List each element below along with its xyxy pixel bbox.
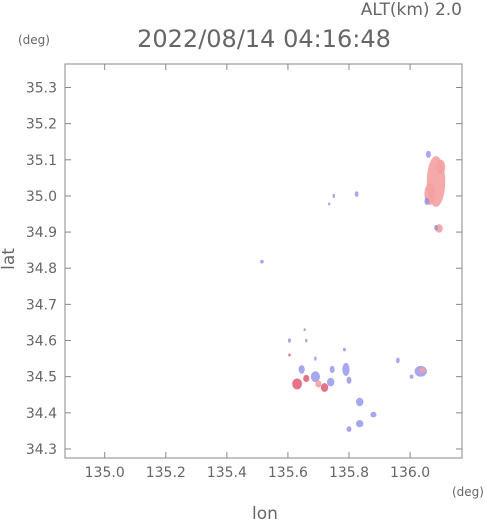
echo-mark — [303, 328, 306, 332]
echo-mark — [396, 357, 400, 364]
y-tick-label: 34.9 — [26, 225, 57, 241]
echo-mark — [310, 371, 320, 383]
altitude-label: ALT(km) 2.0 — [361, 0, 462, 20]
echo-mark — [419, 367, 426, 374]
x-tick-label: 135.8 — [329, 465, 369, 481]
y-tick-label: 34.6 — [26, 334, 57, 350]
echo-mark — [342, 347, 346, 352]
echo-mark — [346, 426, 352, 432]
echo-mark — [315, 380, 322, 388]
y-tick-label: 34.8 — [26, 261, 57, 277]
y-axis-ticks: 34.3 34.4 34.5 34.6 34.7 34.8 34.9 35.0 35.1 35.2… — [26, 80, 462, 458]
x-tick-label: 136.0 — [390, 465, 430, 481]
y-tick-label: 34.4 — [26, 406, 57, 422]
y-tick-label: 34.5 — [26, 370, 57, 386]
echo-mark — [327, 202, 331, 206]
y-tick-label: 35.1 — [26, 153, 57, 169]
echo-mark — [356, 420, 364, 428]
x-axis-label: lon — [252, 504, 278, 521]
echo-mark — [329, 365, 335, 374]
echo-mark — [332, 193, 335, 199]
y-tick-label: 35.2 — [26, 117, 57, 133]
x-tick-label: 135.2 — [146, 465, 186, 481]
echo-mark — [292, 378, 302, 390]
y-axis-label: lat — [0, 248, 19, 270]
plot-frame — [64, 63, 463, 459]
echo-mark — [288, 353, 291, 357]
x-tick-label: 135.4 — [207, 465, 247, 481]
x-tick-label: 135.6 — [268, 465, 308, 481]
chart-timestamp: 2022/08/14 04:16:48 — [137, 25, 391, 53]
y-tick-label: 34.7 — [26, 297, 57, 313]
echo-mark — [287, 338, 291, 343]
echo-mark — [305, 338, 308, 343]
x-unit-label: (deg) — [452, 485, 484, 499]
y-tick-label: 35.0 — [26, 189, 57, 205]
echo-mark — [260, 259, 264, 264]
echo-mark — [425, 150, 431, 158]
x-axis-ticks: 135.0 135.2 135.4 135.6 135.8 136.0 — [85, 64, 430, 481]
echo-marks — [260, 150, 446, 432]
echo-mark — [370, 411, 377, 418]
echo-mark — [424, 197, 430, 205]
y-tick-label: 34.3 — [26, 442, 57, 458]
echo-mark — [303, 374, 310, 383]
echo-mark — [342, 362, 350, 376]
echo-mark — [298, 365, 305, 374]
y-unit-label: (deg) — [18, 33, 50, 47]
echo-mark — [409, 374, 414, 379]
echo-mark — [356, 397, 364, 407]
echo-mark — [346, 376, 352, 384]
echo-mark — [314, 356, 317, 361]
echo-mark — [320, 383, 329, 392]
echo-mark — [434, 224, 438, 231]
echo-mark — [327, 377, 335, 387]
echo-mark — [354, 191, 359, 198]
echo-mark — [436, 159, 446, 175]
y-tick-label: 35.3 — [26, 80, 57, 96]
x-tick-label: 135.0 — [85, 465, 125, 481]
